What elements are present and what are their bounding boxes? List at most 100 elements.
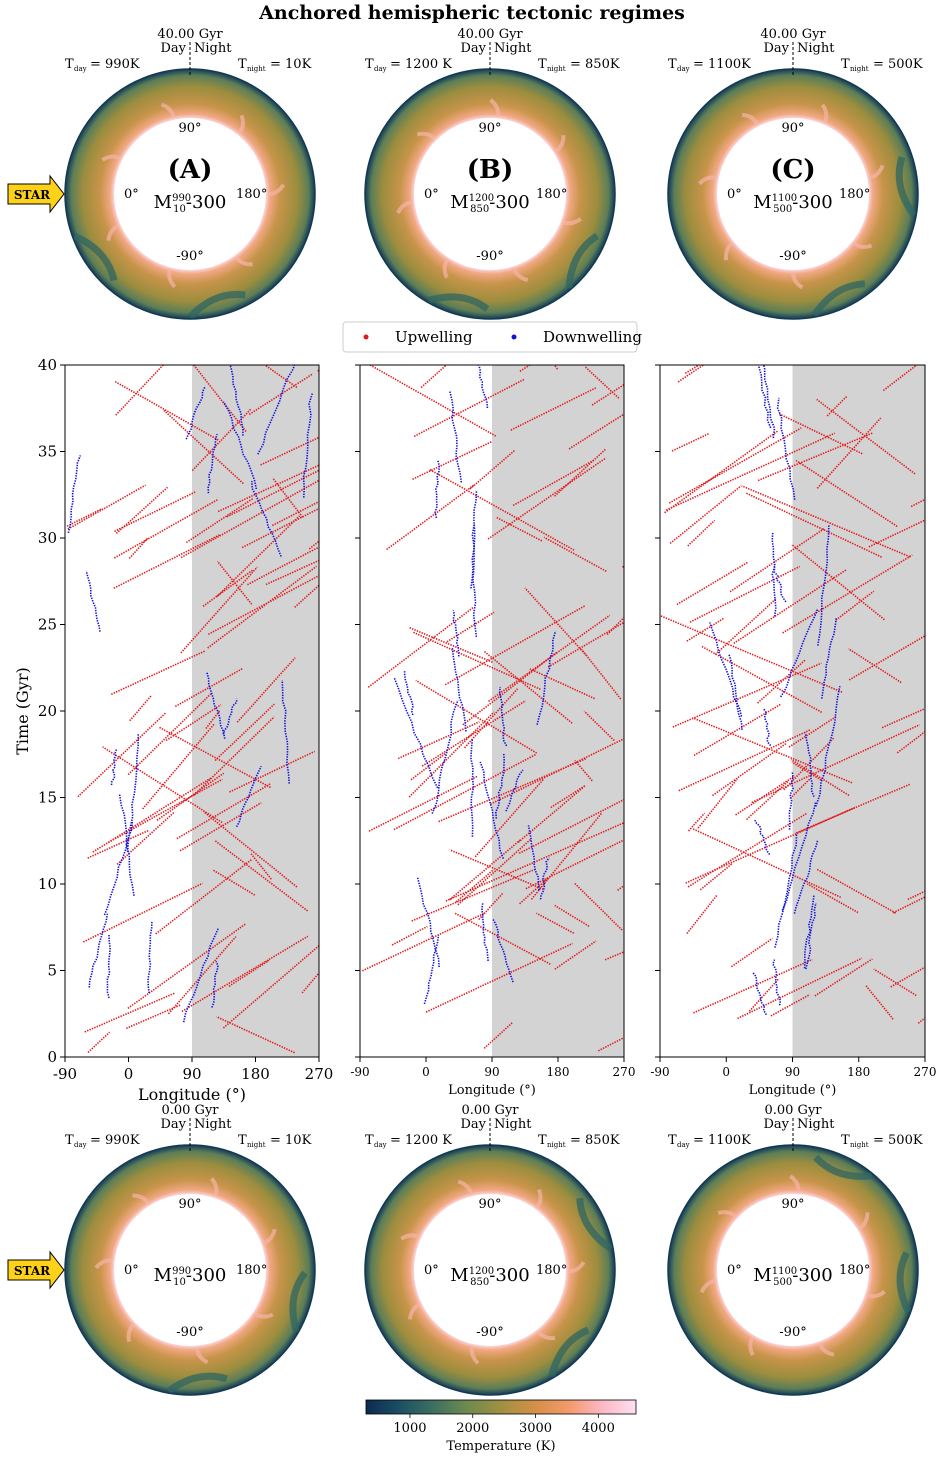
plume: [442, 258, 450, 279]
upwelling-track: [214, 703, 275, 762]
lon-m90-label: -90°: [476, 249, 503, 264]
upwelling-track: [438, 757, 587, 823]
upwelling-track: [868, 519, 925, 548]
upwelling-track: [873, 968, 917, 997]
colorbar-tick-label: 1000: [393, 1421, 426, 1436]
lon-0-label: 0°: [124, 1263, 139, 1278]
plume: [210, 1177, 219, 1197]
upwelling-track: [597, 1036, 624, 1052]
upwelling-track: [554, 940, 597, 970]
upwelling-track: [890, 966, 925, 988]
day-label: Day: [763, 41, 789, 56]
tday-sub: day: [74, 1141, 87, 1149]
plume: [717, 1210, 738, 1219]
upwelling-track: [574, 759, 593, 782]
night-label: Night: [494, 41, 532, 56]
tday-value: = 990K: [90, 1133, 140, 1148]
upwelling-track: [692, 717, 853, 784]
plume: [396, 200, 413, 215]
lon-90-label: 90°: [178, 1197, 201, 1212]
upwelling-track: [665, 432, 836, 511]
plume: [535, 1188, 543, 1209]
y-tick-label: 30: [38, 529, 57, 547]
downwelling-track: [776, 397, 796, 500]
upwelling-track: [693, 703, 782, 757]
downwelling-track: [423, 934, 440, 1005]
tday-label: T: [668, 57, 677, 72]
upwelling-track: [757, 659, 806, 704]
plume: [820, 103, 829, 124]
plume: [699, 1278, 717, 1294]
downwelling-track: [728, 653, 743, 730]
x-tick-label: 90: [484, 1065, 499, 1079]
downwelling-streak: [187, 290, 246, 320]
upwelling-track: [214, 839, 309, 912]
lon-90-label: 90°: [781, 1197, 804, 1212]
upwelling-track: [684, 365, 701, 374]
plume: [741, 112, 760, 126]
upwelling-track: [207, 565, 317, 649]
upwelling-track: [202, 568, 254, 607]
upwelling-track: [115, 365, 165, 416]
downwelling-track: [788, 771, 794, 830]
upwelling-track: [185, 497, 254, 544]
downwelling-streak: [576, 1197, 614, 1252]
upwelling-track: [205, 709, 221, 729]
lon-180-label: 180°: [839, 187, 870, 202]
night-side-shading: [792, 365, 925, 1057]
downwelling-track: [479, 761, 505, 859]
downwelling-track: [416, 877, 440, 968]
plume: [489, 98, 501, 117]
lon-90-label: 90°: [781, 121, 804, 136]
plume: [512, 267, 529, 283]
upwelling-track: [581, 649, 622, 700]
upwelling-track: [604, 950, 624, 961]
tracks: [660, 365, 925, 1024]
upwelling-track: [547, 621, 624, 668]
downwelling-track: [434, 459, 441, 519]
plume: [791, 271, 804, 290]
upwelling-track: [519, 878, 549, 905]
upwelling-track: [110, 649, 207, 696]
upwelling-track: [678, 729, 811, 792]
upwelling-track: [193, 716, 275, 796]
plume: [469, 1345, 480, 1365]
x-axis-label: Longitude (°): [749, 1083, 837, 1098]
lon-180-label: 180°: [236, 187, 267, 202]
upwelling-track: [864, 984, 894, 1020]
downwelling-track: [803, 895, 815, 969]
downwelling-streak: [166, 1372, 228, 1394]
downwelling-track: [67, 455, 82, 534]
upwelling-track: [687, 812, 706, 832]
night-label: Night: [194, 41, 232, 56]
tday-label: T: [365, 1133, 374, 1148]
tnight-sub: night: [247, 1141, 266, 1149]
upwelling-track: [397, 721, 480, 760]
downwelling-track: [126, 733, 139, 852]
lon-0-label: 0°: [727, 1263, 742, 1278]
tnight-value: = 500K: [873, 57, 923, 72]
upwelling-track: [271, 477, 304, 518]
star-label: STAR: [14, 1264, 51, 1278]
upwelling-track: [408, 711, 495, 798]
upwelling-track: [791, 543, 885, 621]
downwelling-streak: [811, 280, 866, 318]
x-tick-label: 0: [124, 1065, 134, 1083]
tday-label: T: [65, 1133, 74, 1148]
plot-panel-1: -90 0 90 180 270 Longitude (°): [350, 364, 635, 1098]
downwelling-streak: [895, 156, 917, 218]
upwelling-track: [444, 605, 586, 686]
model-name: M990 10-300: [154, 1265, 227, 1288]
plume: [267, 183, 286, 196]
plume: [253, 1311, 274, 1319]
tnight-sub: night: [547, 65, 566, 73]
tnight-value: = 10K: [270, 1133, 312, 1148]
downwelling-streak: [813, 1154, 873, 1180]
tday-sub: day: [677, 1141, 690, 1149]
model-name: M1100 500-300: [753, 1265, 832, 1288]
lon-90-label: 90°: [478, 1197, 501, 1212]
